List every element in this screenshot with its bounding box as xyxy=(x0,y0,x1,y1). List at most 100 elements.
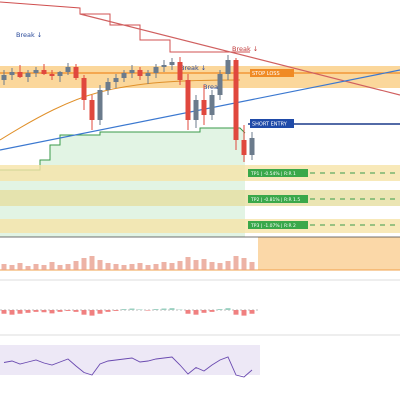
volume-bar xyxy=(33,264,39,270)
candle-body xyxy=(57,72,63,76)
volume-bar xyxy=(25,266,31,270)
break-label: Break ↓ xyxy=(180,64,206,72)
break-label: Break ↓ xyxy=(16,31,42,39)
candle-body xyxy=(185,80,191,120)
tp-label: TP1 | -0.54% | R:R 1 xyxy=(250,171,296,177)
candle-body xyxy=(9,72,15,75)
candle-body xyxy=(193,100,199,120)
macd-bar xyxy=(153,309,159,310)
candle-body xyxy=(241,140,247,155)
macd-bar xyxy=(81,310,87,315)
volume-bar xyxy=(145,265,151,270)
candle-body xyxy=(145,73,151,76)
volume-bar xyxy=(65,264,71,270)
candle-body xyxy=(121,73,127,78)
volume-bar xyxy=(9,265,15,270)
stop-label: STOP LOSS xyxy=(252,71,280,77)
volume-bar xyxy=(241,258,247,270)
entry-label-box xyxy=(250,119,294,128)
candle-body xyxy=(137,70,143,76)
macd-bar xyxy=(209,310,215,312)
macd-bar xyxy=(113,310,119,311)
candle-body xyxy=(25,73,31,77)
candle-body xyxy=(49,74,55,76)
volume-bar xyxy=(217,263,223,270)
rsi-line xyxy=(3,356,253,378)
macd-bar xyxy=(97,310,103,314)
candle-body xyxy=(169,62,175,65)
macd-bar xyxy=(57,310,63,312)
volume-bar xyxy=(105,263,111,270)
up-trendline xyxy=(0,69,400,151)
candle-body xyxy=(153,67,159,73)
macd-bar xyxy=(49,310,55,314)
candle-body xyxy=(217,74,223,95)
candle-body xyxy=(41,70,47,74)
volume-bar xyxy=(73,261,79,270)
macd-bar xyxy=(169,308,175,310)
candle-body xyxy=(249,138,255,155)
macd-bar xyxy=(105,310,111,312)
macd-bar xyxy=(1,310,7,314)
tp-label: TP3 | -1.07% | R:R 2 xyxy=(250,223,296,229)
macd-bar xyxy=(185,310,191,314)
profit-area xyxy=(0,128,245,237)
volume-bar xyxy=(113,264,119,270)
macd-bar xyxy=(145,310,151,311)
tp-band xyxy=(0,219,400,233)
tp-band xyxy=(0,190,400,206)
volume-bar xyxy=(129,264,135,270)
volume-bar xyxy=(41,265,47,270)
macd-bar xyxy=(9,310,15,315)
tp-label-box xyxy=(248,221,308,229)
candle-body xyxy=(33,70,39,73)
volume-bar xyxy=(233,256,239,270)
volume-bar xyxy=(81,258,87,270)
candle-body xyxy=(81,78,87,100)
volume-bar xyxy=(249,262,255,270)
entry-label: SHORT ENTRY xyxy=(252,122,288,128)
down-trendline xyxy=(79,13,400,96)
candle-body xyxy=(209,95,215,115)
macd-bar xyxy=(233,310,239,315)
candle-body xyxy=(233,60,239,140)
macd-bar xyxy=(193,310,199,315)
volume-bar xyxy=(185,257,191,270)
candle-body xyxy=(17,72,23,77)
trail-line xyxy=(0,127,246,171)
candle-body xyxy=(201,100,207,115)
macd-bar xyxy=(89,310,95,316)
candle-body xyxy=(65,67,71,72)
volume-bar xyxy=(225,261,231,270)
candle-body xyxy=(225,60,231,74)
macd-bar xyxy=(41,310,47,313)
macd-bar xyxy=(241,310,247,316)
macd-bar xyxy=(65,310,71,311)
volume-bar xyxy=(169,263,175,270)
volume-bar xyxy=(161,262,167,270)
macd-bar xyxy=(73,310,79,312)
macd-bar xyxy=(201,310,207,313)
tp-label-box xyxy=(248,195,308,203)
candle-body xyxy=(105,82,111,90)
volume-bar xyxy=(1,264,7,270)
tp-label: TP2 | -0.81% | R:R 1.5 xyxy=(250,197,300,203)
macd-bar xyxy=(161,308,167,310)
volume-bar xyxy=(17,263,23,270)
volume-bar xyxy=(177,261,183,270)
volume-bar xyxy=(193,260,199,270)
stop-zone xyxy=(0,66,400,88)
lower-zone xyxy=(258,237,400,270)
macd-bar xyxy=(225,308,231,310)
candle-body xyxy=(73,67,79,78)
break-label: Break xyxy=(203,83,222,91)
rsi-band xyxy=(0,345,260,375)
macd-bar xyxy=(121,309,127,310)
volume-bar xyxy=(121,265,127,270)
macd-bar xyxy=(217,309,223,310)
macd-bar xyxy=(33,310,39,312)
macd-bar xyxy=(129,308,135,310)
macd-bar xyxy=(137,309,143,310)
candle-body xyxy=(113,78,119,82)
